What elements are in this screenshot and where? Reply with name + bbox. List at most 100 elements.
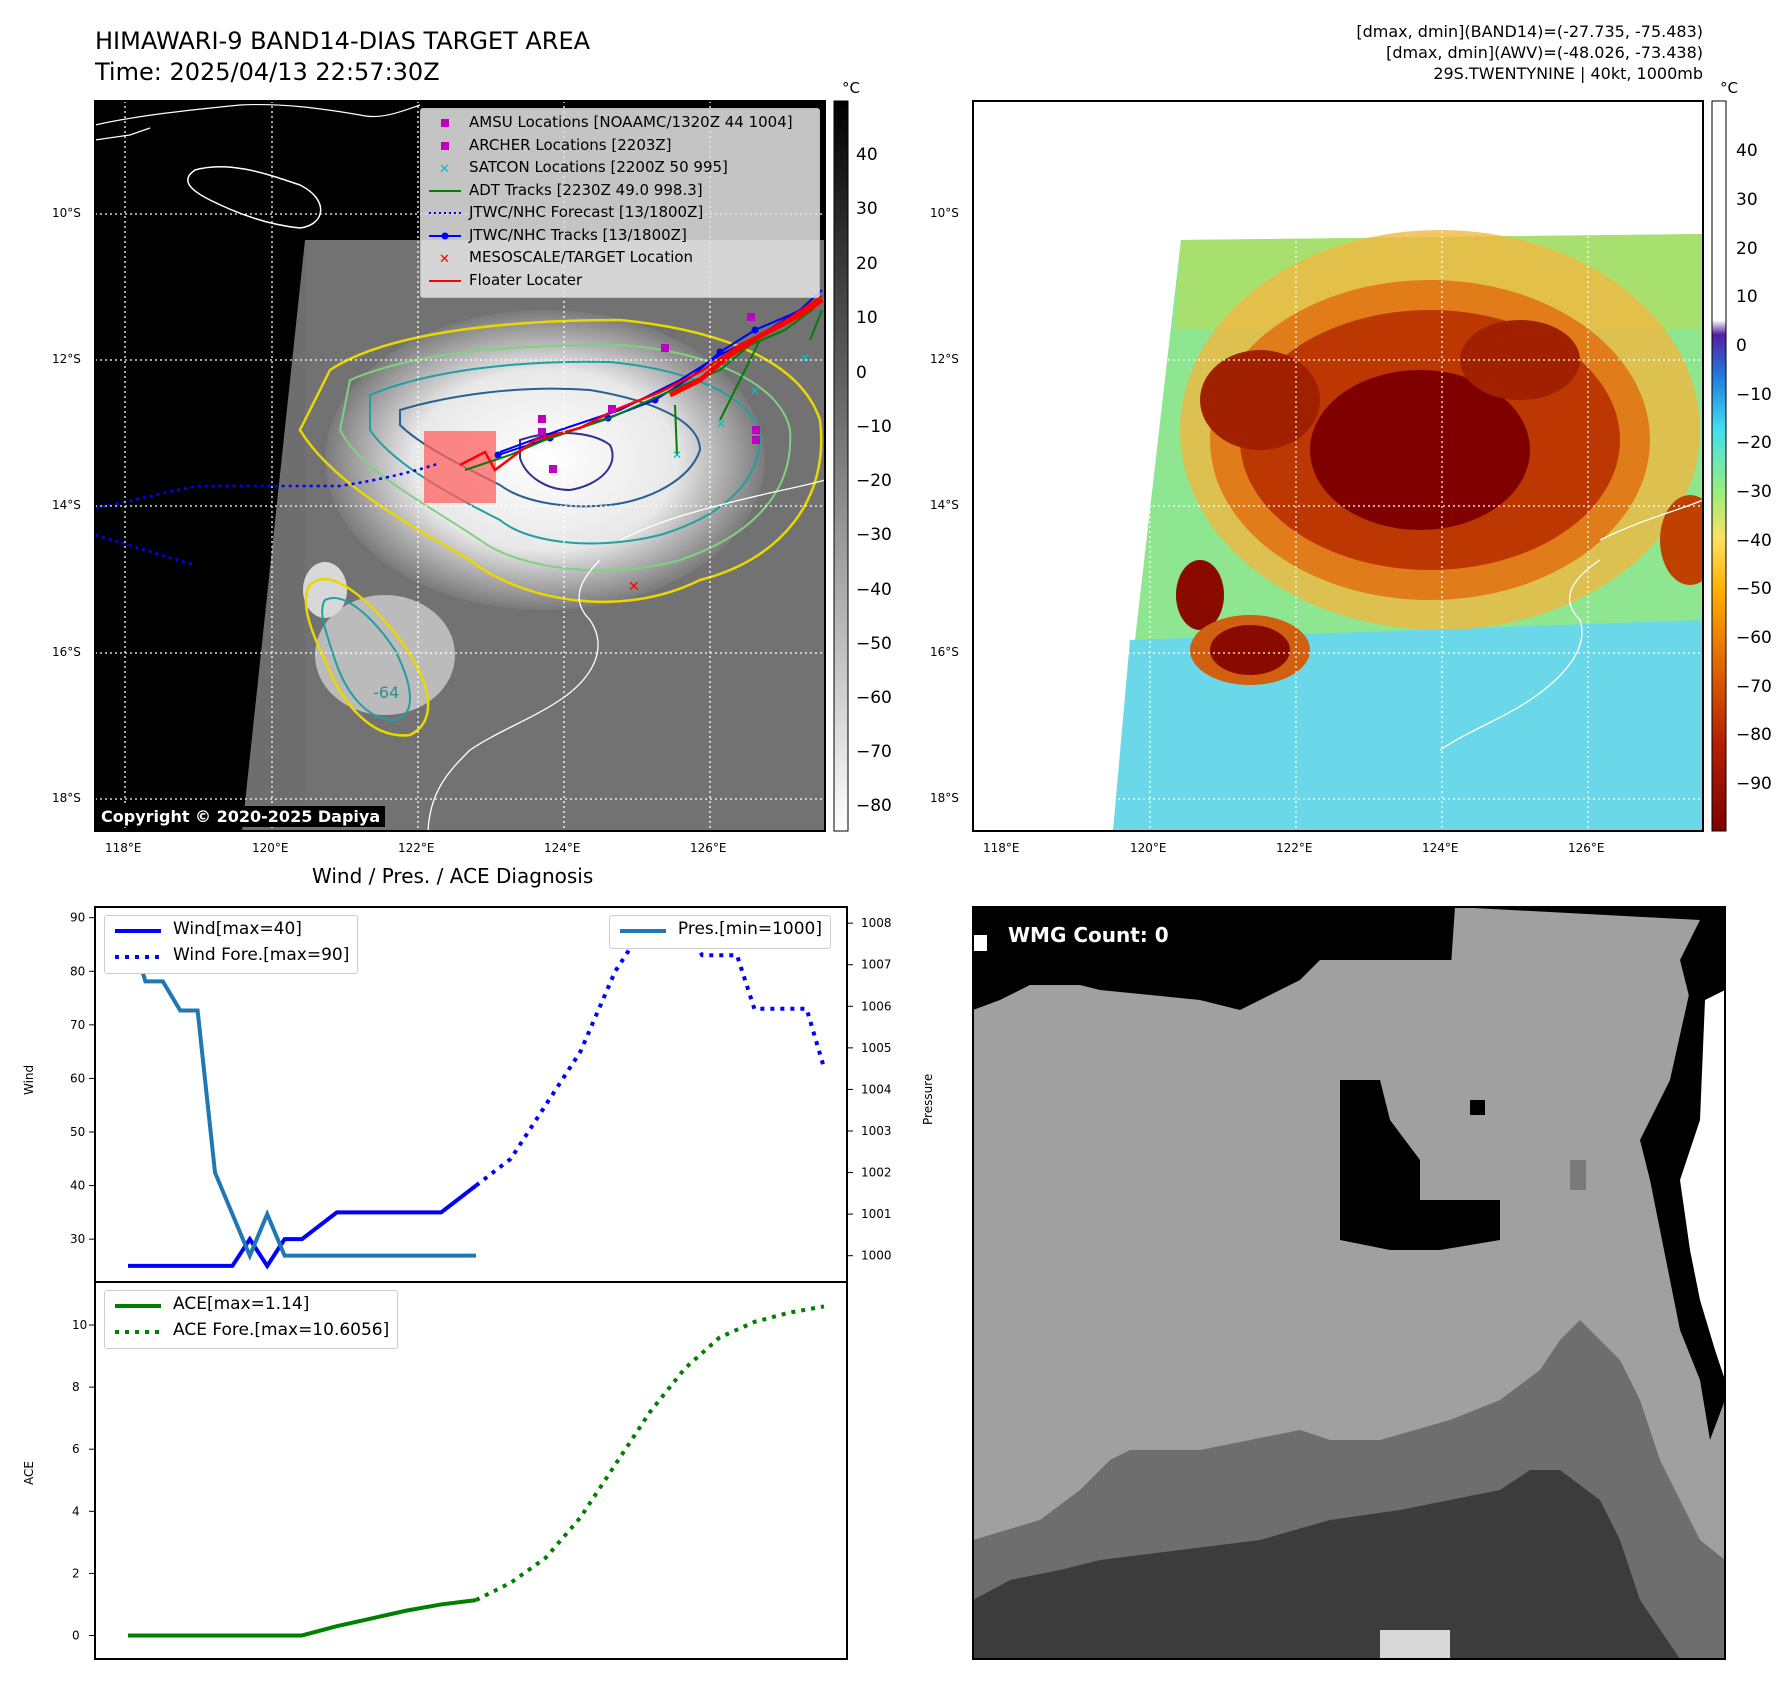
wmg-count-label: WMG Count: 0 xyxy=(1008,923,1169,947)
copyright-label: Copyright © 2020-2025 Dapiya xyxy=(96,806,386,827)
cb2-tick: −80 xyxy=(1736,725,1772,745)
figure-time: Time: 2025/04/13 22:57:30Z xyxy=(95,58,440,86)
cb2-tick: −30 xyxy=(1736,482,1772,502)
legend-swatch: ✕ xyxy=(439,252,450,267)
ace-ytick-label: 6 xyxy=(72,1442,80,1456)
legend-swatch: ✕ xyxy=(439,162,450,177)
ace-ytick-label: 4 xyxy=(72,1504,80,1518)
map2-lon-tick: 122°E xyxy=(1276,841,1313,855)
cb2-tick: −70 xyxy=(1736,677,1772,697)
cb2-tick: 30 xyxy=(1736,190,1758,210)
legend-swatch xyxy=(429,212,461,214)
map2-lon-tick: 124°E xyxy=(1422,841,1459,855)
pres-ytick-label: 1006 xyxy=(861,999,892,1013)
wind-pressure-chart: 30 40 50 60 70 80 90 1000 1001 1002 1003 1004 1005 10… xyxy=(70,911,892,1270)
svg-text:✕: ✕ xyxy=(439,252,450,267)
map1-lon-tick: 124°E xyxy=(544,841,581,855)
color-ir-map-panel xyxy=(973,101,1703,831)
cb2-tick: −40 xyxy=(1736,531,1772,551)
map2-lon-tick: 118°E xyxy=(983,841,1020,855)
figure-title: HIMAWARI-9 BAND14-DIAS TARGET AREA xyxy=(95,27,591,55)
map1-lat-tick: 18°S xyxy=(52,791,81,805)
map2-lat-tick: 14°S xyxy=(930,498,959,512)
ace-fore-legend-entry-swatch xyxy=(115,1330,161,1334)
svg-text:✕: ✕ xyxy=(672,448,682,462)
wind-axis-label: Wind xyxy=(22,1064,36,1095)
pres-legend-entry-swatch xyxy=(619,929,666,933)
pres-legend-entry: Pres.[min=1000] xyxy=(618,919,822,945)
svg-text:✕: ✕ xyxy=(750,384,760,398)
cb1-tick: 10 xyxy=(856,308,878,328)
cb1-tick: 20 xyxy=(856,254,878,274)
stats-band14: [dmax, dmin](BAND14)=(-27.735, -75.483) xyxy=(1356,22,1703,41)
series-line-2 xyxy=(126,922,476,1261)
cb1-tick: −30 xyxy=(856,525,892,545)
cb1-tick: 40 xyxy=(856,145,878,165)
ace-ytick-label: 2 xyxy=(72,1566,80,1580)
legend-swatch xyxy=(441,119,449,127)
wmg-panel xyxy=(973,907,1725,1659)
wind-ytick-label: 90 xyxy=(70,911,85,925)
map1-lon-tick: 120°E xyxy=(252,841,289,855)
legend-swatch xyxy=(429,232,461,239)
pres-ytick-label: 1007 xyxy=(861,958,892,972)
cb1-tick: −20 xyxy=(856,471,892,491)
wind-ytick-label: 50 xyxy=(70,1125,85,1139)
pres-ytick-label: 1001 xyxy=(861,1207,892,1221)
map2-lat-tick: 16°S xyxy=(930,645,959,659)
cb1-tick: −80 xyxy=(856,796,892,816)
map2-lon-tick: 126°E xyxy=(1568,841,1605,855)
wind-ytick-label: 30 xyxy=(70,1232,85,1246)
cb2-tick: −50 xyxy=(1736,579,1772,599)
svg-text:✕: ✕ xyxy=(439,162,450,177)
cb1-tick: −70 xyxy=(856,742,892,762)
wind-ytick-label: 70 xyxy=(70,1018,85,1032)
legend-label: AMSU Locations [NOAAMC/1320Z 44 1004] xyxy=(469,113,793,131)
cb2-tick: −20 xyxy=(1736,433,1772,453)
wind-fore-legend-entry: Wind Fore.[max=90] xyxy=(113,945,349,971)
pres-ytick-label: 1002 xyxy=(861,1166,892,1180)
wind-fore-legend-entry-label: Wind Fore.[max=90] xyxy=(173,945,350,965)
map1-lat-tick: 16°S xyxy=(52,645,81,659)
cb1-tick: −60 xyxy=(856,688,892,708)
wind-fore-legend-entry-swatch xyxy=(115,955,161,959)
wind-legend-entry-label: Wind[max=40] xyxy=(173,919,302,939)
cb1-unit: °C xyxy=(842,79,860,97)
map1-lat-tick: 12°S xyxy=(52,352,81,366)
ace-legend-entry-label: ACE[max=1.14] xyxy=(173,1294,310,1314)
map2-lat-tick: 18°S xyxy=(930,791,959,805)
ace-fore-legend-entry-label: ACE Fore.[max=10.6056] xyxy=(173,1320,390,1340)
stats-awv: [dmax, dmin](AWV)=(-48.026, -73.438) xyxy=(1386,43,1703,62)
cb1-tick: −40 xyxy=(856,580,892,600)
legend-label: ARCHER Locations [2203Z] xyxy=(469,135,672,154)
map-legend: AMSU Locations [NOAAMC/1320Z 44 1004] ARC… xyxy=(420,108,820,298)
cb2-unit: °C xyxy=(1720,79,1738,97)
cb1-tick: −50 xyxy=(856,634,892,654)
ace-legend-entry: ACE[max=1.14] xyxy=(113,1294,389,1320)
pres-ytick-label: 1005 xyxy=(861,1041,892,1055)
map1-lon-tick: 126°E xyxy=(690,841,727,855)
legend-label: JTWC/NHC Tracks [13/1800Z] xyxy=(469,225,687,244)
map1-lat-tick: 10°S xyxy=(52,206,81,220)
ace-legend: ACE[max=1.14] ACE Fore.[max=10.6056] xyxy=(104,1290,399,1349)
cb2-tick: 10 xyxy=(1736,287,1758,307)
wind-legend-entry: Wind[max=40] xyxy=(113,919,349,945)
colorbar-grayscale xyxy=(833,100,849,832)
svg-text:✕: ✕ xyxy=(716,417,726,431)
legend-label: JTWC/NHC Forecast [13/1800Z] xyxy=(469,203,704,221)
ace-ytick-label: 8 xyxy=(72,1380,80,1394)
legend-label: Floater Locater xyxy=(469,270,583,289)
wind-ytick-label: 60 xyxy=(70,1071,85,1085)
cb2-tick: 40 xyxy=(1736,141,1758,161)
pressure-axis-label: Pressure xyxy=(921,1073,935,1125)
cb2-tick: −60 xyxy=(1736,628,1772,648)
cb2-tick: 0 xyxy=(1736,336,1747,356)
colorbar-color xyxy=(1711,100,1727,832)
legend-swatch xyxy=(441,141,449,150)
pressure-legend: Pres.[min=1000] xyxy=(608,915,831,949)
pres-ytick-label: 1004 xyxy=(861,1082,892,1096)
cb2-tick: −90 xyxy=(1736,774,1772,794)
ace-fore-legend-entry: ACE Fore.[max=10.6056] xyxy=(113,1320,389,1346)
contour-label: -64 xyxy=(373,683,400,702)
legend-swatch xyxy=(429,279,461,282)
